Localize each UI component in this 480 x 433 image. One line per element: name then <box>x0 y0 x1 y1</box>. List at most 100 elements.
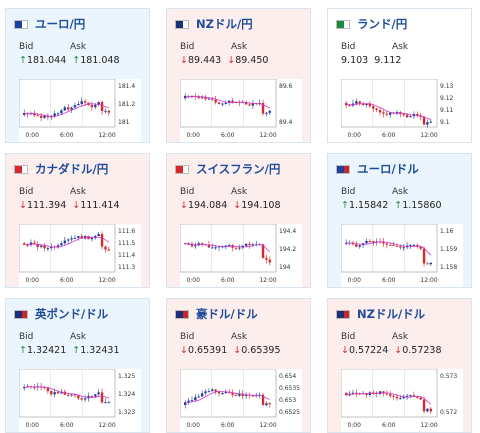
card-header[interactable]: カナダドル/円 <box>14 160 108 178</box>
card-header[interactable]: 豪ドル/ドル <box>175 305 258 323</box>
x-tick-label: 0:00 <box>347 277 361 284</box>
currency-pair-link[interactable]: カナダドル/円 <box>35 162 109 176</box>
currency-pair-link[interactable]: ユーロ/円 <box>35 17 86 31</box>
x-tick-label: 0:00 <box>347 132 361 139</box>
candle-body <box>70 238 73 240</box>
candle-body <box>365 393 368 396</box>
candle-body <box>412 395 416 397</box>
currency-pair-link[interactable]: ランド/円 <box>357 17 408 31</box>
mini-chart[interactable]: 1.16 1.159 1.158 0:00 6:00 12:00 <box>341 224 463 287</box>
candle-body <box>70 107 73 110</box>
candle-body <box>217 102 221 104</box>
card-header[interactable]: ランド/円 <box>336 15 407 33</box>
x-tick-label: 6:00 <box>382 422 396 429</box>
rate-card[interactable]: ランド/円 Bid Ask 9.103 9.112 9.13 9.12 9.11 9.1 0:00… <box>327 8 472 143</box>
candle-body <box>207 391 211 393</box>
candle-body <box>67 107 70 110</box>
price-labels: Bid Ask <box>180 332 282 342</box>
ask-number: 181.048 <box>80 55 120 66</box>
plot-area <box>341 224 438 273</box>
card-header[interactable]: NZドル/円 <box>175 15 253 33</box>
candle-body <box>244 102 248 105</box>
card-header[interactable]: 英ポンド/ドル <box>14 305 108 323</box>
price-values: ↓111.394 ↓111.414 <box>19 200 126 211</box>
mini-chart[interactable]: 181.4 181.2 181 0:00 6:00 12:00 <box>19 79 141 142</box>
x-tick-label: 6:00 <box>382 132 396 139</box>
y-tick-label: 194.4 <box>279 228 296 235</box>
candle-body <box>190 243 194 247</box>
candle-body <box>70 394 73 396</box>
price-values: ↑1.15842 ↑1.15860 <box>341 200 448 211</box>
candle-body <box>204 97 207 100</box>
candle-body <box>36 115 39 117</box>
candle-body <box>104 110 107 112</box>
candle-body <box>104 402 107 404</box>
ask-value: ↓194.108 <box>233 200 280 211</box>
currency-pair-link[interactable]: ユーロ/ドル <box>357 162 419 176</box>
candle-body <box>46 388 50 392</box>
rate-card[interactable]: NZドル/ドル Bid Ask ↓0.57224 ↓0.57238 0.573 0.572 0… <box>327 298 472 433</box>
mini-chart[interactable]: 9.13 9.12 9.11 9.1 0:00 6:00 12:00 <box>341 79 463 142</box>
ask-value: ↓111.414 <box>72 200 119 211</box>
moving-average-line <box>185 390 270 404</box>
mini-chart[interactable]: 1.325 1.324 1.323 0:00 6:00 12:00 <box>19 369 141 432</box>
candle-body <box>358 101 361 104</box>
chart-svg: 0.573 0.572 0:00 6:00 12:00 <box>341 369 457 429</box>
mini-chart[interactable]: 0.573 0.572 0:00 6:00 12:00 <box>341 369 463 432</box>
mini-chart[interactable]: 194.4 194.2 194 0:00 6:00 12:00 <box>180 224 302 287</box>
candle-body <box>248 104 251 106</box>
rate-card[interactable]: 豪ドル/ドル Bid Ask ↓0.65391 ↓0.65395 0.654 0.6535 0… <box>166 298 311 433</box>
rate-grid: ユーロ/円 Bid Ask ↑181.044 ↑181.048 181.4 181.2 181… <box>5 8 472 433</box>
plot-area <box>180 224 277 273</box>
currency-pair-link[interactable]: スイスフラン/円 <box>196 162 281 176</box>
mini-chart[interactable]: 89.6 89.4 0:00 6:00 12:00 <box>180 79 302 142</box>
candle-body <box>200 243 204 245</box>
mini-chart[interactable]: 0.654 0.6535 0.653 0.6525 0:00 6:00 12:00 <box>180 369 302 432</box>
price-labels: Bid Ask <box>19 332 121 342</box>
card-header[interactable]: NZドル/ドル <box>336 305 425 323</box>
bid-label: Bid <box>180 332 195 342</box>
rate-card[interactable]: カナダドル/円 Bid Ask ↓111.394 ↓111.414 111.6 111.5 1… <box>5 153 150 288</box>
candle-body <box>392 395 395 397</box>
rate-card[interactable]: ユーロ/円 Bid Ask ↑181.044 ↑181.048 181.4 181.2 181… <box>5 8 150 143</box>
currency-pair-link[interactable]: 豪ドル/ドル <box>196 307 258 321</box>
candle-body <box>419 397 422 400</box>
ask-label: Ask <box>392 187 409 197</box>
bid-label: Bid <box>180 42 195 52</box>
candle-body <box>83 101 87 103</box>
candle-body <box>429 121 433 123</box>
mini-chart[interactable]: 111.6 111.5 111.4 111.3 0:00 6:00 12:00 <box>19 224 141 287</box>
rate-card[interactable]: ユーロ/ドル Bid Ask ↑1.15842 ↑1.15860 1.16 1.159 1.1… <box>327 153 472 288</box>
currency-pair-link[interactable]: NZドル/ドル <box>357 307 426 321</box>
candle-body <box>426 122 429 125</box>
moving-average-line <box>24 386 109 399</box>
currency-pair-link[interactable]: 英ポンド/ドル <box>35 307 109 321</box>
rate-card[interactable]: 英ポンド/ドル Bid Ask ↑1.32421 ↑1.32431 1.325 1.324 1… <box>5 298 150 433</box>
ask-number: 1.15860 <box>402 200 442 211</box>
x-tick-label: 6:00 <box>221 132 235 139</box>
candle-body <box>261 102 265 114</box>
candle-body <box>361 103 365 106</box>
ask-label: Ask <box>231 187 248 197</box>
y-tick-label: 111.5 <box>118 240 135 247</box>
currency-pair-link[interactable]: NZドル/円 <box>196 17 253 31</box>
candle-body <box>429 408 433 412</box>
arrow-down-icon: ↓ <box>227 55 236 66</box>
y-tick-label: 0.573 <box>440 373 457 380</box>
candle-body <box>365 240 368 244</box>
candle-body <box>389 244 392 246</box>
y-tick-label: 0.572 <box>440 409 457 416</box>
card-header[interactable]: スイスフラン/円 <box>175 160 280 178</box>
candle-body <box>368 104 372 107</box>
candle-body <box>426 408 429 412</box>
candle-body <box>389 112 392 115</box>
x-tick-label: 6:00 <box>60 422 74 429</box>
rate-card[interactable]: NZドル/円 Bid Ask ↓89.443 ↓89.450 89.6 89.4 0:00 6:… <box>166 8 311 143</box>
moving-average-line <box>24 236 110 248</box>
candle-body <box>53 392 56 395</box>
y-tick-label: 181 <box>118 119 130 126</box>
card-header[interactable]: ユーロ/ドル <box>336 160 419 178</box>
card-header[interactable]: ユーロ/円 <box>14 15 85 33</box>
x-tick-label: 12:00 <box>259 277 276 284</box>
rate-card[interactable]: スイスフラン/円 Bid Ask ↓194.084 ↓194.108 194.4 194.2… <box>166 153 311 288</box>
